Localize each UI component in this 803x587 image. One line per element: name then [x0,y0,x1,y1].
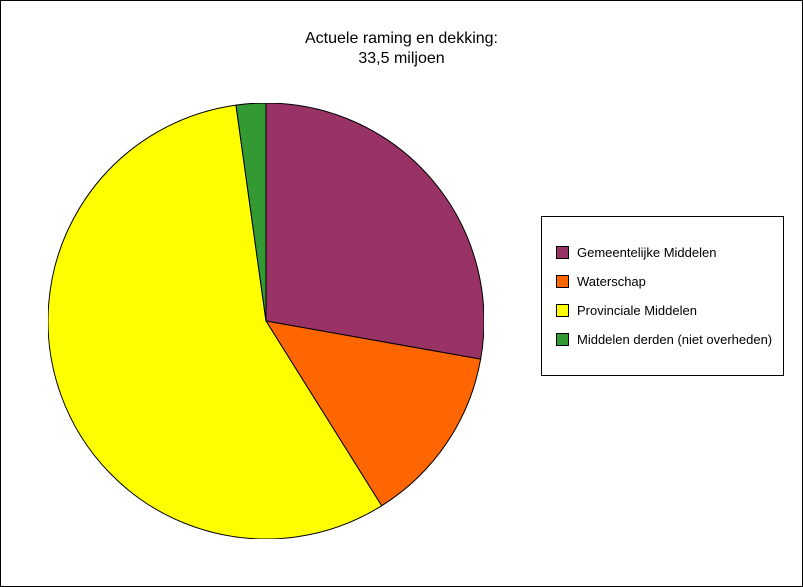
legend-swatch [556,304,569,317]
pie-slice [266,103,484,359]
legend-label: Waterschap [577,274,646,289]
legend-swatch [556,275,569,288]
chart-title-line2: 33,5 miljoen [358,50,444,67]
chart-title-line1: Actuele raming en dekking: [305,30,498,47]
chart-title: Actuele raming en dekking: 33,5 miljoen [1,29,802,69]
chart-frame: Actuele raming en dekking: 33,5 miljoen … [0,0,803,587]
legend-label: Gemeentelijke Middelen [577,245,716,260]
legend-item: Middelen derden (niet overheden) [556,332,769,347]
legend-item: Waterschap [556,274,769,289]
pie-svg [48,103,484,539]
legend-swatch [556,333,569,346]
legend-label: Provinciale Middelen [577,303,697,318]
legend: Gemeentelijke Middelen Waterschap Provinci… [541,216,784,376]
legend-item: Provinciale Middelen [556,303,769,318]
legend-swatch [556,246,569,259]
legend-item: Gemeentelijke Middelen [556,245,769,260]
pie-chart [48,103,484,544]
legend-label: Middelen derden (niet overheden) [577,332,772,347]
